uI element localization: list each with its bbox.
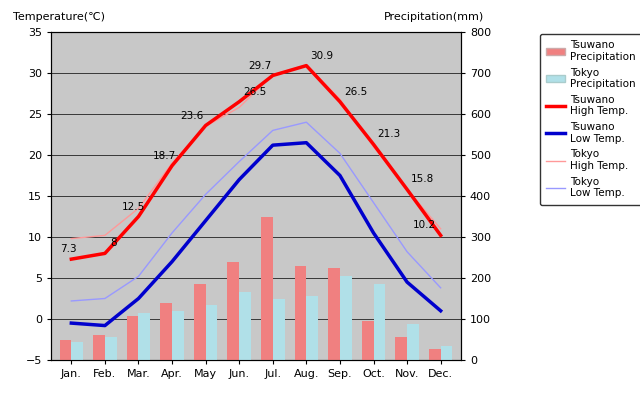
Bar xyxy=(93,334,105,360)
Text: 30.9: 30.9 xyxy=(310,51,333,61)
Legend: Tsuwano
Precipitation, Tokyo
Precipitation, Tsuwano
High Temp., Tsuwano
Low Temp: Tsuwano Precipitation, Tokyo Precipitati… xyxy=(540,34,640,205)
Bar xyxy=(127,316,138,360)
Bar xyxy=(194,284,205,360)
Bar xyxy=(374,284,385,360)
Bar xyxy=(71,342,83,360)
Bar xyxy=(362,321,374,360)
Text: 23.6: 23.6 xyxy=(180,110,204,120)
Text: 12.5: 12.5 xyxy=(122,202,145,212)
Text: 21.3: 21.3 xyxy=(378,129,401,139)
Bar xyxy=(441,346,452,360)
Bar xyxy=(205,305,218,360)
Text: 15.8: 15.8 xyxy=(412,174,435,184)
Bar xyxy=(138,313,150,360)
Text: 8: 8 xyxy=(111,238,117,248)
Bar xyxy=(227,262,239,360)
Bar xyxy=(307,296,318,360)
Bar xyxy=(105,338,116,360)
Text: 26.5: 26.5 xyxy=(344,87,367,97)
Bar xyxy=(328,268,340,360)
Text: 7.3: 7.3 xyxy=(60,244,77,254)
Bar xyxy=(172,311,184,360)
Text: Temperature(℃): Temperature(℃) xyxy=(13,12,105,22)
Bar xyxy=(273,299,285,360)
Bar xyxy=(429,348,441,360)
Text: 18.7: 18.7 xyxy=(152,151,176,161)
Bar xyxy=(294,266,307,360)
Bar xyxy=(60,340,71,360)
Text: 29.7: 29.7 xyxy=(248,60,271,70)
Text: Precipitation(mm): Precipitation(mm) xyxy=(384,12,484,22)
Text: 10.2: 10.2 xyxy=(413,220,436,230)
Bar xyxy=(340,276,352,360)
Bar xyxy=(407,324,419,360)
Bar xyxy=(160,304,172,360)
Text: 26.5: 26.5 xyxy=(243,87,267,97)
Bar xyxy=(239,292,251,360)
Bar xyxy=(396,338,407,360)
Bar xyxy=(261,216,273,360)
